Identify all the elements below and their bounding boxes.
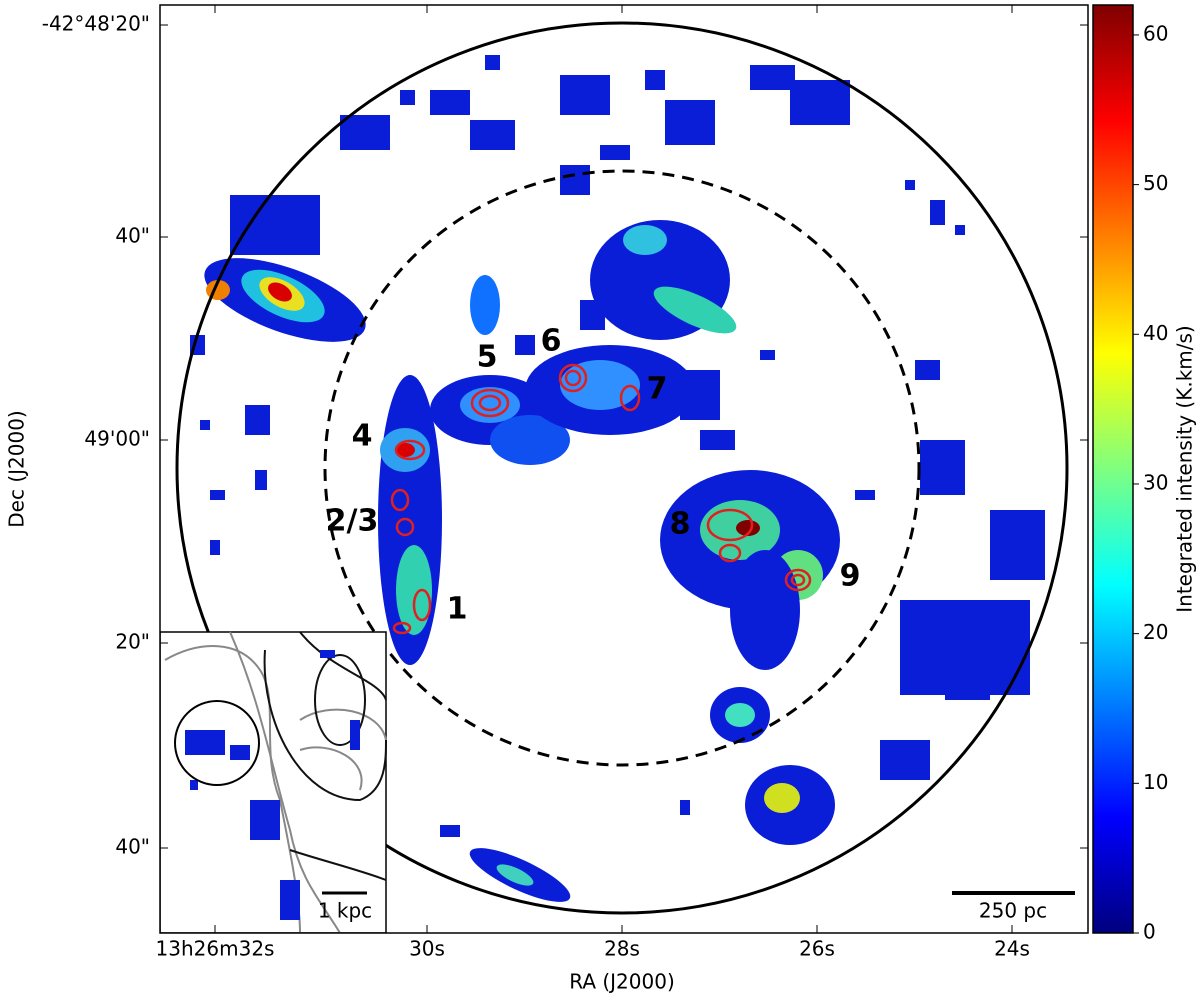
colorbar-tick-label: 50 bbox=[1143, 171, 1168, 195]
colorbar-tick-label: 0 bbox=[1143, 920, 1156, 944]
scale-bar-label: 250 pc bbox=[979, 899, 1047, 923]
inset bbox=[160, 631, 387, 933]
x-tick-label: 28s bbox=[604, 937, 640, 961]
y-tick-label: 40" bbox=[115, 224, 150, 248]
region-label: 5 bbox=[477, 340, 498, 375]
region-label: 7 bbox=[647, 372, 668, 407]
region-label: 6 bbox=[541, 324, 562, 359]
colorbar-tick-label: 30 bbox=[1143, 470, 1168, 494]
x-tick-label: 26s bbox=[799, 937, 835, 961]
region-label: 9 bbox=[840, 559, 861, 594]
plot-frame bbox=[159, 4, 1089, 934]
x-tick-label: 13h26m32s bbox=[156, 937, 275, 961]
y-tick-label: 49'00" bbox=[84, 427, 150, 451]
inner-circle bbox=[323, 169, 921, 767]
y-tick-label: 20" bbox=[115, 630, 150, 654]
y-axis-label: Dec (J2000) bbox=[5, 410, 29, 527]
contours bbox=[390, 363, 812, 635]
colorbar-tick-label: 40 bbox=[1143, 321, 1168, 345]
colorbar-tick-label: 20 bbox=[1143, 620, 1168, 644]
colorbar-tick-label: 10 bbox=[1143, 770, 1168, 794]
colorbar bbox=[1092, 4, 1134, 934]
x-axis-label: RA (J2000) bbox=[569, 970, 675, 994]
region-label: 8 bbox=[670, 507, 691, 542]
region-label: 4 bbox=[352, 419, 373, 454]
colorbar-label: Integrated intensity (K.km/s) bbox=[1173, 325, 1197, 612]
colorbar-tick-label: 60 bbox=[1143, 21, 1168, 45]
y-tick-label: -42°48'20" bbox=[42, 12, 150, 36]
intensity-map bbox=[160, 21, 1075, 933]
inset-scale-bar-label: 1 kpc bbox=[318, 899, 372, 923]
region-label: 1 bbox=[447, 592, 468, 627]
outer-clumps bbox=[190, 55, 1045, 837]
x-tick-label: 30s bbox=[409, 937, 445, 961]
y-tick-label: 40" bbox=[115, 835, 150, 859]
x-tick-label: 24s bbox=[994, 937, 1030, 961]
outer-circle bbox=[175, 21, 1069, 915]
region-label: 2/3 bbox=[326, 504, 379, 539]
